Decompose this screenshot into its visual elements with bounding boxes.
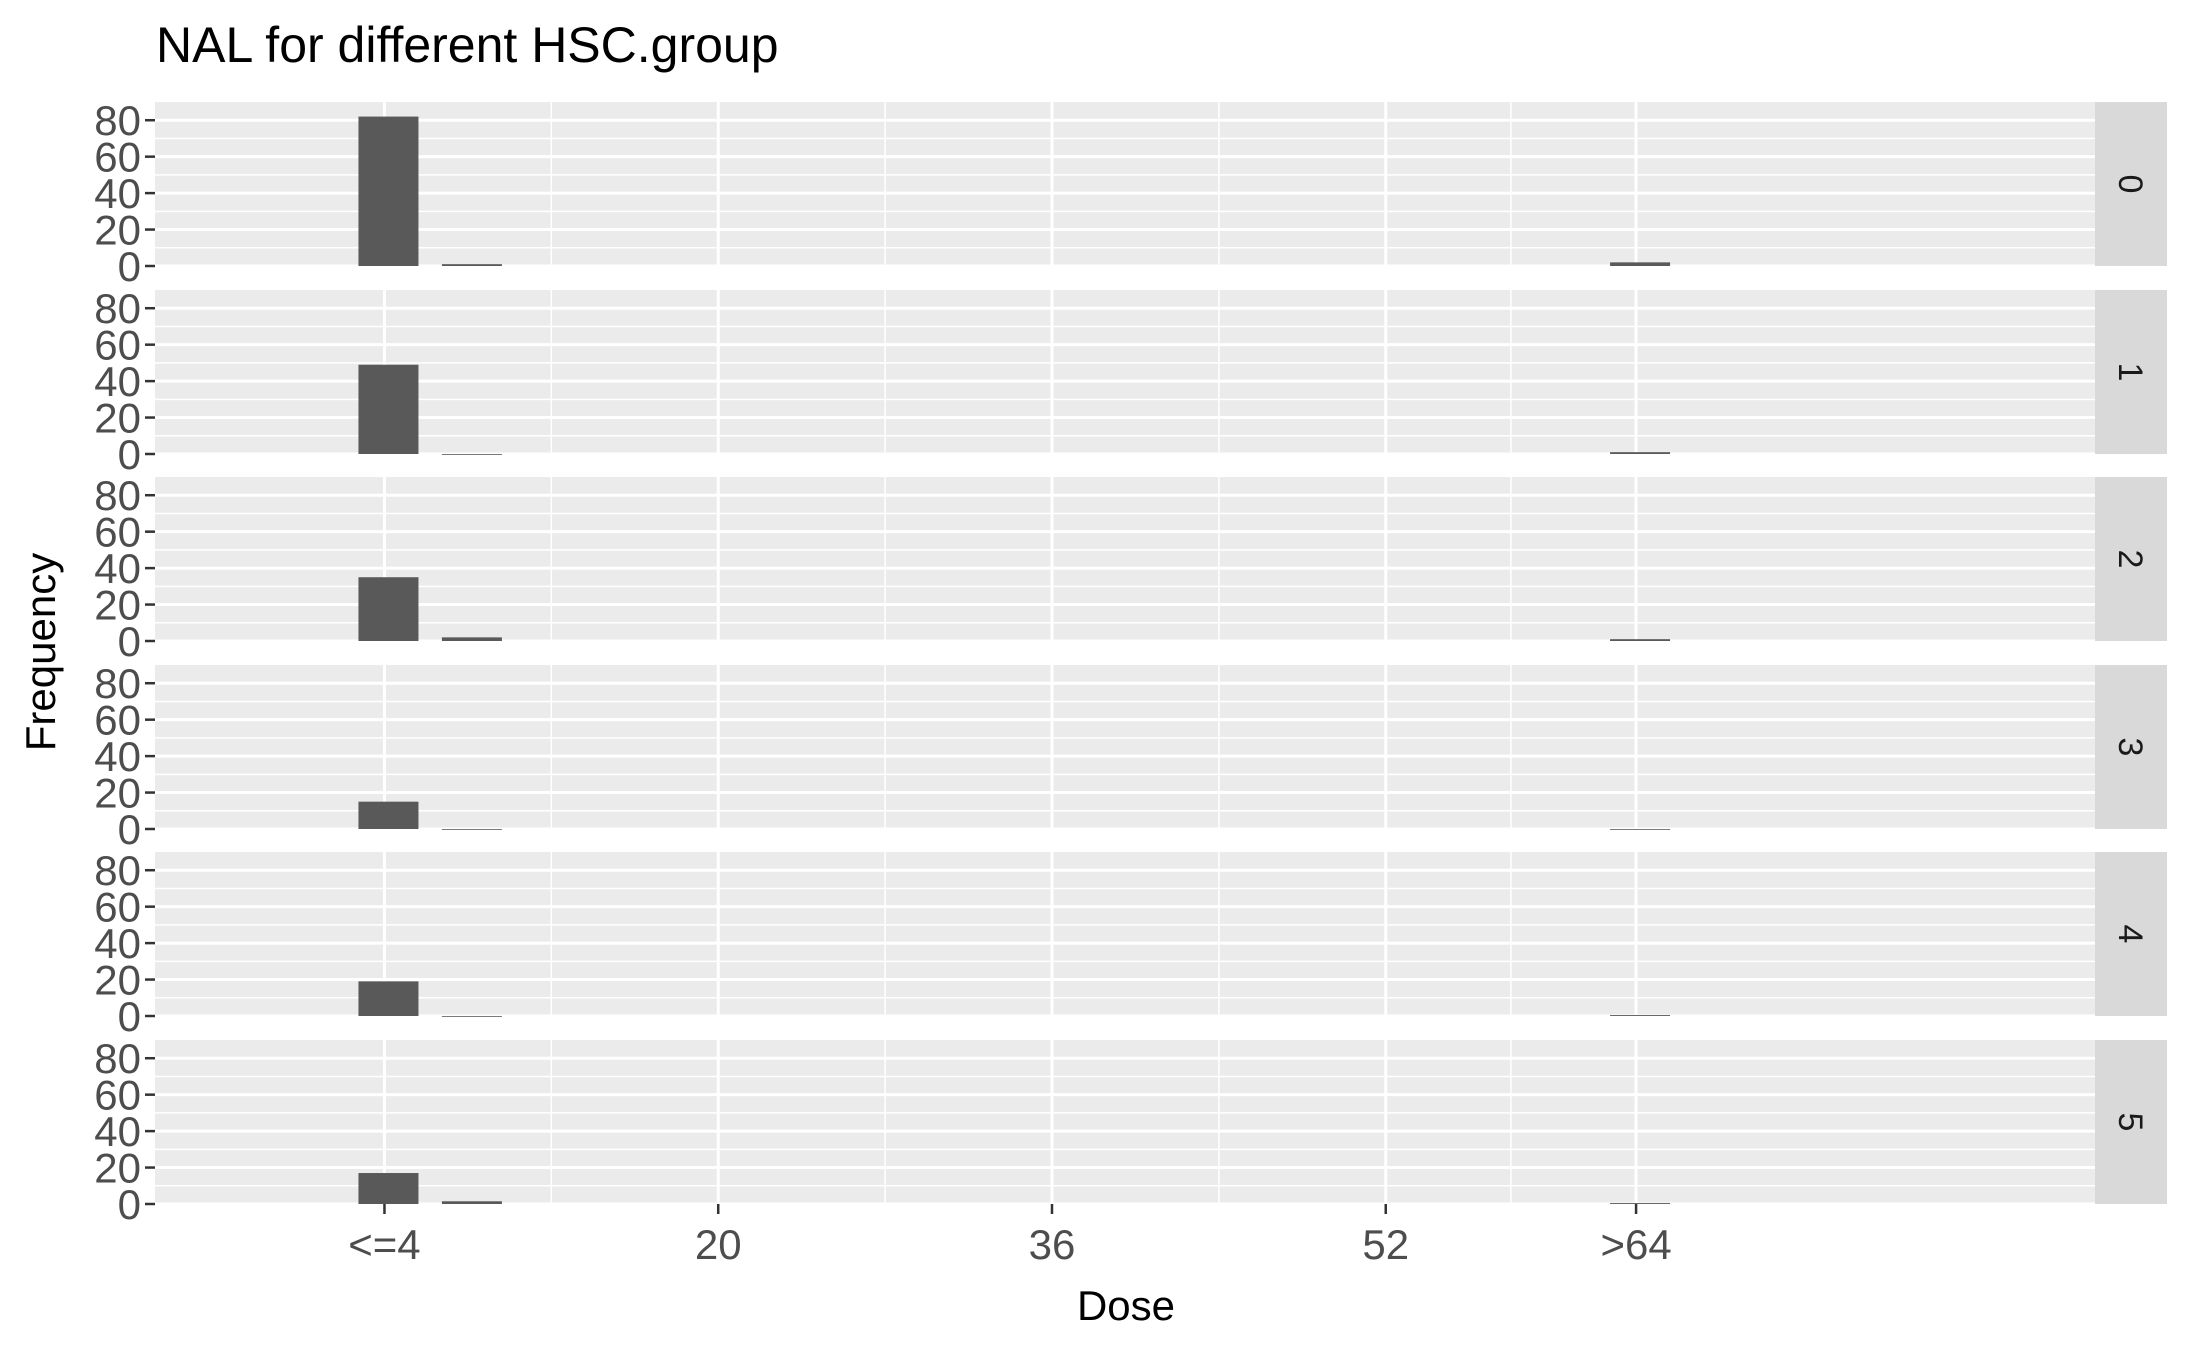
y-tick-label: 40 (94, 545, 141, 592)
x-tick-label: 52 (1362, 1221, 1409, 1268)
histogram-bar (358, 801, 419, 829)
x-tick-label: 36 (1029, 1221, 1076, 1268)
y-tick-label: 80 (94, 472, 141, 519)
y-tick-label: 0 (118, 1181, 141, 1228)
x-tick-label: <=4 (348, 1221, 420, 1268)
y-tick-label: 0 (118, 243, 141, 290)
y-tick-label: 60 (94, 134, 141, 181)
histogram-bar (1610, 1203, 1671, 1204)
histogram-bar (1610, 452, 1671, 454)
panel-background (155, 290, 2095, 454)
y-tick-label: 60 (94, 884, 141, 931)
x-axis: <=4 20 36 52 >64 (348, 1204, 1672, 1268)
histogram-bar (441, 829, 502, 830)
facet-strip (2095, 477, 2167, 641)
histogram-bar (358, 981, 419, 1016)
facet-panels: 0204060800020406080102040608020204060803… (94, 97, 2167, 1228)
y-tick-label: 80 (94, 660, 141, 707)
y-tick-label: 80 (94, 285, 141, 332)
y-tick-label: 40 (94, 733, 141, 780)
histogram-bar (1610, 829, 1671, 830)
histogram-bar (1610, 1015, 1671, 1016)
y-tick-label: 20 (94, 1145, 141, 1192)
y-tick-label: 20 (94, 770, 141, 817)
histogram-bar (358, 577, 419, 641)
histogram-bar (358, 1173, 419, 1204)
chart-title: NAL for different HSC.group (156, 17, 779, 73)
y-tick-label: 20 (94, 582, 141, 629)
x-axis-title: Dose (1077, 1282, 1175, 1329)
histogram-bar (358, 364, 419, 454)
y-tick-label: 20 (94, 395, 141, 442)
y-tick-label: 20 (94, 957, 141, 1004)
y-tick-label: 0 (118, 993, 141, 1040)
facet-strip-label: 3 (2111, 738, 2149, 757)
y-tick-label: 80 (94, 1035, 141, 1082)
facet-strip-label: 1 (2111, 363, 2149, 382)
panel-background (155, 102, 2095, 266)
histogram-bar (358, 116, 419, 266)
facet-strip-label: 4 (2111, 925, 2149, 944)
y-tick-label: 40 (94, 358, 141, 405)
y-tick-label: 0 (118, 806, 141, 853)
facet-strip (2095, 665, 2167, 829)
histogram-bar (1610, 262, 1671, 266)
y-tick-label: 0 (118, 431, 141, 478)
y-tick-label: 0 (118, 618, 141, 665)
y-tick-label: 80 (94, 97, 141, 144)
y-tick-label: 60 (94, 509, 141, 556)
panel-background (155, 665, 2095, 829)
x-tick-label: 20 (695, 1221, 742, 1268)
x-tick-label: >64 (1600, 1221, 1671, 1268)
y-tick-label: 80 (94, 847, 141, 894)
facet-strip (2095, 102, 2167, 266)
y-tick-label: 40 (94, 920, 141, 967)
histogram-bar (441, 1201, 502, 1204)
y-tick-label: 60 (94, 697, 141, 744)
facet-strip (2095, 290, 2167, 454)
y-tick-label: 60 (94, 322, 141, 369)
panel-background (155, 852, 2095, 1016)
y-axis-title: Frequency (17, 553, 64, 751)
histogram-bar (441, 264, 502, 266)
y-tick-label: 60 (94, 1072, 141, 1119)
y-tick-label: 40 (94, 1108, 141, 1155)
histogram-bar (1610, 639, 1671, 641)
facet-strip-label: 0 (2111, 175, 2149, 194)
panel-background (155, 477, 2095, 641)
histogram-bar (441, 1016, 502, 1017)
facet-strip-label: 5 (2111, 1113, 2149, 1132)
histogram-bar (441, 454, 502, 455)
panel-background (155, 1040, 2095, 1204)
y-tick-label: 40 (94, 170, 141, 217)
facet-strip (2095, 1040, 2167, 1204)
histogram-bar (441, 637, 502, 641)
y-tick-label: 20 (94, 207, 141, 254)
facet-strip (2095, 852, 2167, 1016)
facet-strip-label: 2 (2111, 550, 2149, 569)
